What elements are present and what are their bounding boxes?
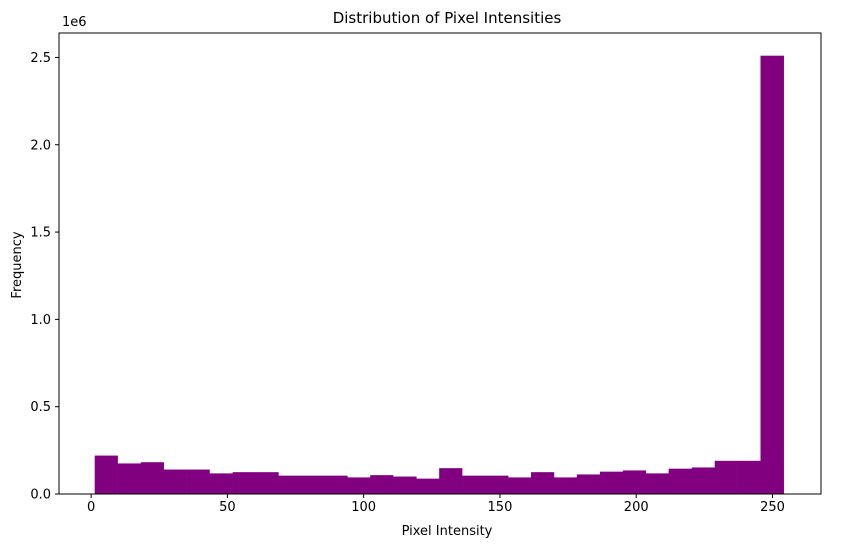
histogram-bar bbox=[255, 472, 279, 494]
x-tick-label: 200 bbox=[624, 500, 649, 515]
y-tick-label: 0.5 bbox=[30, 400, 51, 415]
histogram-bar bbox=[714, 460, 738, 494]
histogram-bar bbox=[416, 478, 440, 494]
histogram-bar bbox=[94, 455, 118, 494]
histogram-bar bbox=[462, 475, 486, 494]
histogram-bar bbox=[186, 469, 210, 494]
x-tick-label: 0 bbox=[87, 500, 95, 515]
plot-frame bbox=[58, 32, 822, 495]
histogram-bar bbox=[622, 470, 647, 494]
histogram-bar bbox=[645, 473, 669, 494]
histogram-bar bbox=[508, 477, 532, 494]
histogram-bar bbox=[691, 467, 716, 494]
x-tick-label: 250 bbox=[760, 500, 785, 515]
y-tick-label: 0.0 bbox=[30, 488, 51, 503]
x-tick-label: 100 bbox=[351, 500, 376, 515]
histogram-bar bbox=[140, 462, 164, 494]
histogram-bar bbox=[301, 475, 325, 494]
histogram-bars bbox=[94, 55, 784, 494]
x-tick-label: 50 bbox=[219, 500, 236, 515]
histogram-bar bbox=[278, 475, 302, 494]
histogram-bar bbox=[553, 477, 578, 494]
y-tick-label: 1.0 bbox=[30, 313, 51, 328]
histogram-bar bbox=[209, 473, 233, 494]
histogram-bar bbox=[163, 469, 187, 494]
histogram-bar bbox=[737, 460, 761, 494]
histogram-bar bbox=[576, 474, 601, 494]
y-tick-label: 2.0 bbox=[30, 138, 51, 153]
histogram-bar bbox=[370, 475, 394, 494]
x-tick-label: 150 bbox=[488, 500, 513, 515]
y-tick-label: 1.5 bbox=[30, 226, 51, 241]
histogram-bar bbox=[484, 475, 509, 494]
x-axis-label: Pixel Intensity bbox=[402, 524, 493, 539]
y-axis-ticks: 0.0 0.5 1.0 1.5 2.0 2.5 bbox=[30, 51, 59, 503]
histogram-bar bbox=[347, 477, 371, 494]
x-axis-ticks: 0 50 100 150 200 250 bbox=[87, 494, 785, 515]
histogram-bar bbox=[324, 475, 348, 494]
histogram-bar bbox=[117, 463, 142, 494]
y-axis-label: Frequency bbox=[10, 231, 25, 298]
histogram-bar bbox=[393, 476, 417, 494]
histogram-bar bbox=[668, 468, 693, 494]
histogram-bar bbox=[531, 472, 555, 494]
y-axis-multiplier: 1e6 bbox=[62, 15, 87, 30]
histogram-bar bbox=[760, 55, 784, 494]
chart-title: Distribution of Pixel Intensities bbox=[333, 9, 562, 27]
histogram-bar bbox=[439, 468, 463, 494]
histogram-bar bbox=[599, 471, 624, 494]
histogram-bar bbox=[232, 472, 256, 494]
y-tick-label: 2.5 bbox=[30, 51, 51, 66]
